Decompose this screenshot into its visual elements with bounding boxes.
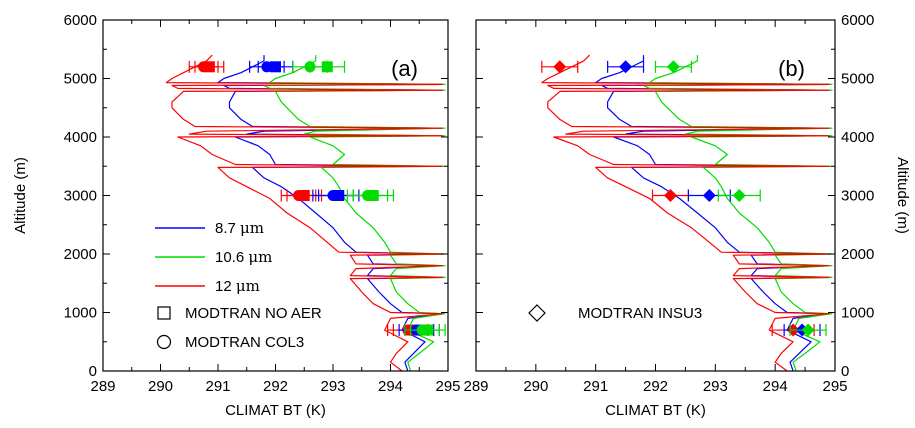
- x-tick-label: 293: [320, 378, 345, 395]
- x-tick-label: 290: [523, 378, 548, 395]
- marker-circle-10.6: [416, 324, 428, 336]
- x-tick-label: 294: [763, 378, 788, 395]
- marker-diamond-8.7: [619, 60, 633, 74]
- legend-square-swatch: [157, 306, 171, 320]
- y-tick-label: 6000: [64, 12, 97, 29]
- panel-label: (b): [778, 56, 805, 81]
- series-line-8.7: [217, 55, 443, 372]
- y-tick-label: 3000: [841, 188, 874, 205]
- marker-circle-12: [198, 61, 210, 73]
- y-tick-label: 1000: [841, 305, 874, 322]
- legend-line-label-value: 8.7: [215, 220, 240, 237]
- legend-marker-label: MODTRAN INSU3: [578, 305, 702, 322]
- legend-line-label: 10.6 μm: [215, 248, 272, 266]
- y-tick-label: 4000: [841, 129, 874, 146]
- y-tick-label: 1000: [64, 305, 97, 322]
- legend: MODTRAN INSU3: [528, 304, 702, 322]
- marker-circle-8.7: [261, 61, 273, 73]
- x-tick-label: 295: [822, 378, 847, 395]
- x-tick-label: 290: [148, 378, 173, 395]
- marker-diamond-10.6: [801, 323, 815, 337]
- y-tick-label: 0: [89, 363, 97, 380]
- marker-diamond-10.6: [666, 60, 680, 74]
- panel-label: (a): [391, 56, 418, 81]
- x-tick-label: 295: [435, 378, 460, 395]
- marker-diamond-8.7: [702, 189, 716, 202]
- y-tick-label: 2000: [64, 246, 97, 263]
- marker-circle-10.6: [362, 190, 373, 201]
- x-tick-label: 291: [205, 378, 230, 395]
- marker-circle-8.7: [327, 190, 339, 201]
- x-tick-label: 289: [463, 378, 488, 395]
- series-line-8.7: [595, 55, 830, 372]
- x-axis-label: CLIMAT BT (K): [225, 402, 326, 419]
- y-axis-label: Altitude (m): [894, 157, 911, 234]
- y-tick-label: 6000: [841, 12, 874, 29]
- series-line-12: [541, 54, 830, 372]
- legend-diamond-swatch: [528, 304, 546, 322]
- series-line-10.6: [263, 55, 446, 372]
- legend-line-label-value: 12: [215, 278, 236, 295]
- y-tick-label: 0: [841, 363, 849, 380]
- y-tick-label: 2000: [841, 246, 874, 263]
- x-tick-label: 294: [378, 378, 403, 395]
- legend-line-label-value: 10.6: [215, 249, 248, 266]
- x-tick-label: 289: [90, 378, 115, 395]
- x-axis-label: CLIMAT BT (K): [605, 402, 706, 419]
- marker-diamond-12: [553, 60, 567, 74]
- legend-line-label: 8.7 μm: [215, 219, 264, 237]
- legend-line-label-unit: μm: [236, 277, 260, 295]
- legend-line-label-unit: μm: [248, 248, 272, 266]
- y-tick-label: 5000: [64, 71, 97, 88]
- y-tick-label: 4000: [64, 129, 97, 146]
- y-axis-label: Altitude (m): [12, 157, 29, 234]
- legend-marker-label: MODTRAN COL3: [185, 334, 304, 351]
- series-line-10.6: [642, 55, 833, 372]
- marker-circle-12: [293, 190, 304, 201]
- legend-line-label-unit: μm: [240, 219, 264, 237]
- legend-marker-label: MODTRAN NO AER: [185, 305, 322, 322]
- x-tick-label: 292: [263, 378, 288, 395]
- marker-diamond-12: [663, 189, 677, 202]
- marker-circle-10.6: [304, 61, 316, 73]
- x-tick-label: 291: [583, 378, 608, 395]
- x-tick-label: 293: [703, 378, 728, 395]
- marker-diamond-10.6: [732, 189, 746, 202]
- legend-circle-swatch: [156, 334, 172, 350]
- x-tick-label: 292: [643, 378, 668, 395]
- y-tick-label: 3000: [64, 188, 97, 205]
- y-tick-label: 5000: [841, 71, 874, 88]
- panel-a: 289 290 291 292 293 294 295 0 1000 2000 3000 4000 50…: [12, 12, 461, 419]
- legend-line-label: 12 μm: [215, 277, 260, 295]
- series-line-12: [165, 54, 443, 372]
